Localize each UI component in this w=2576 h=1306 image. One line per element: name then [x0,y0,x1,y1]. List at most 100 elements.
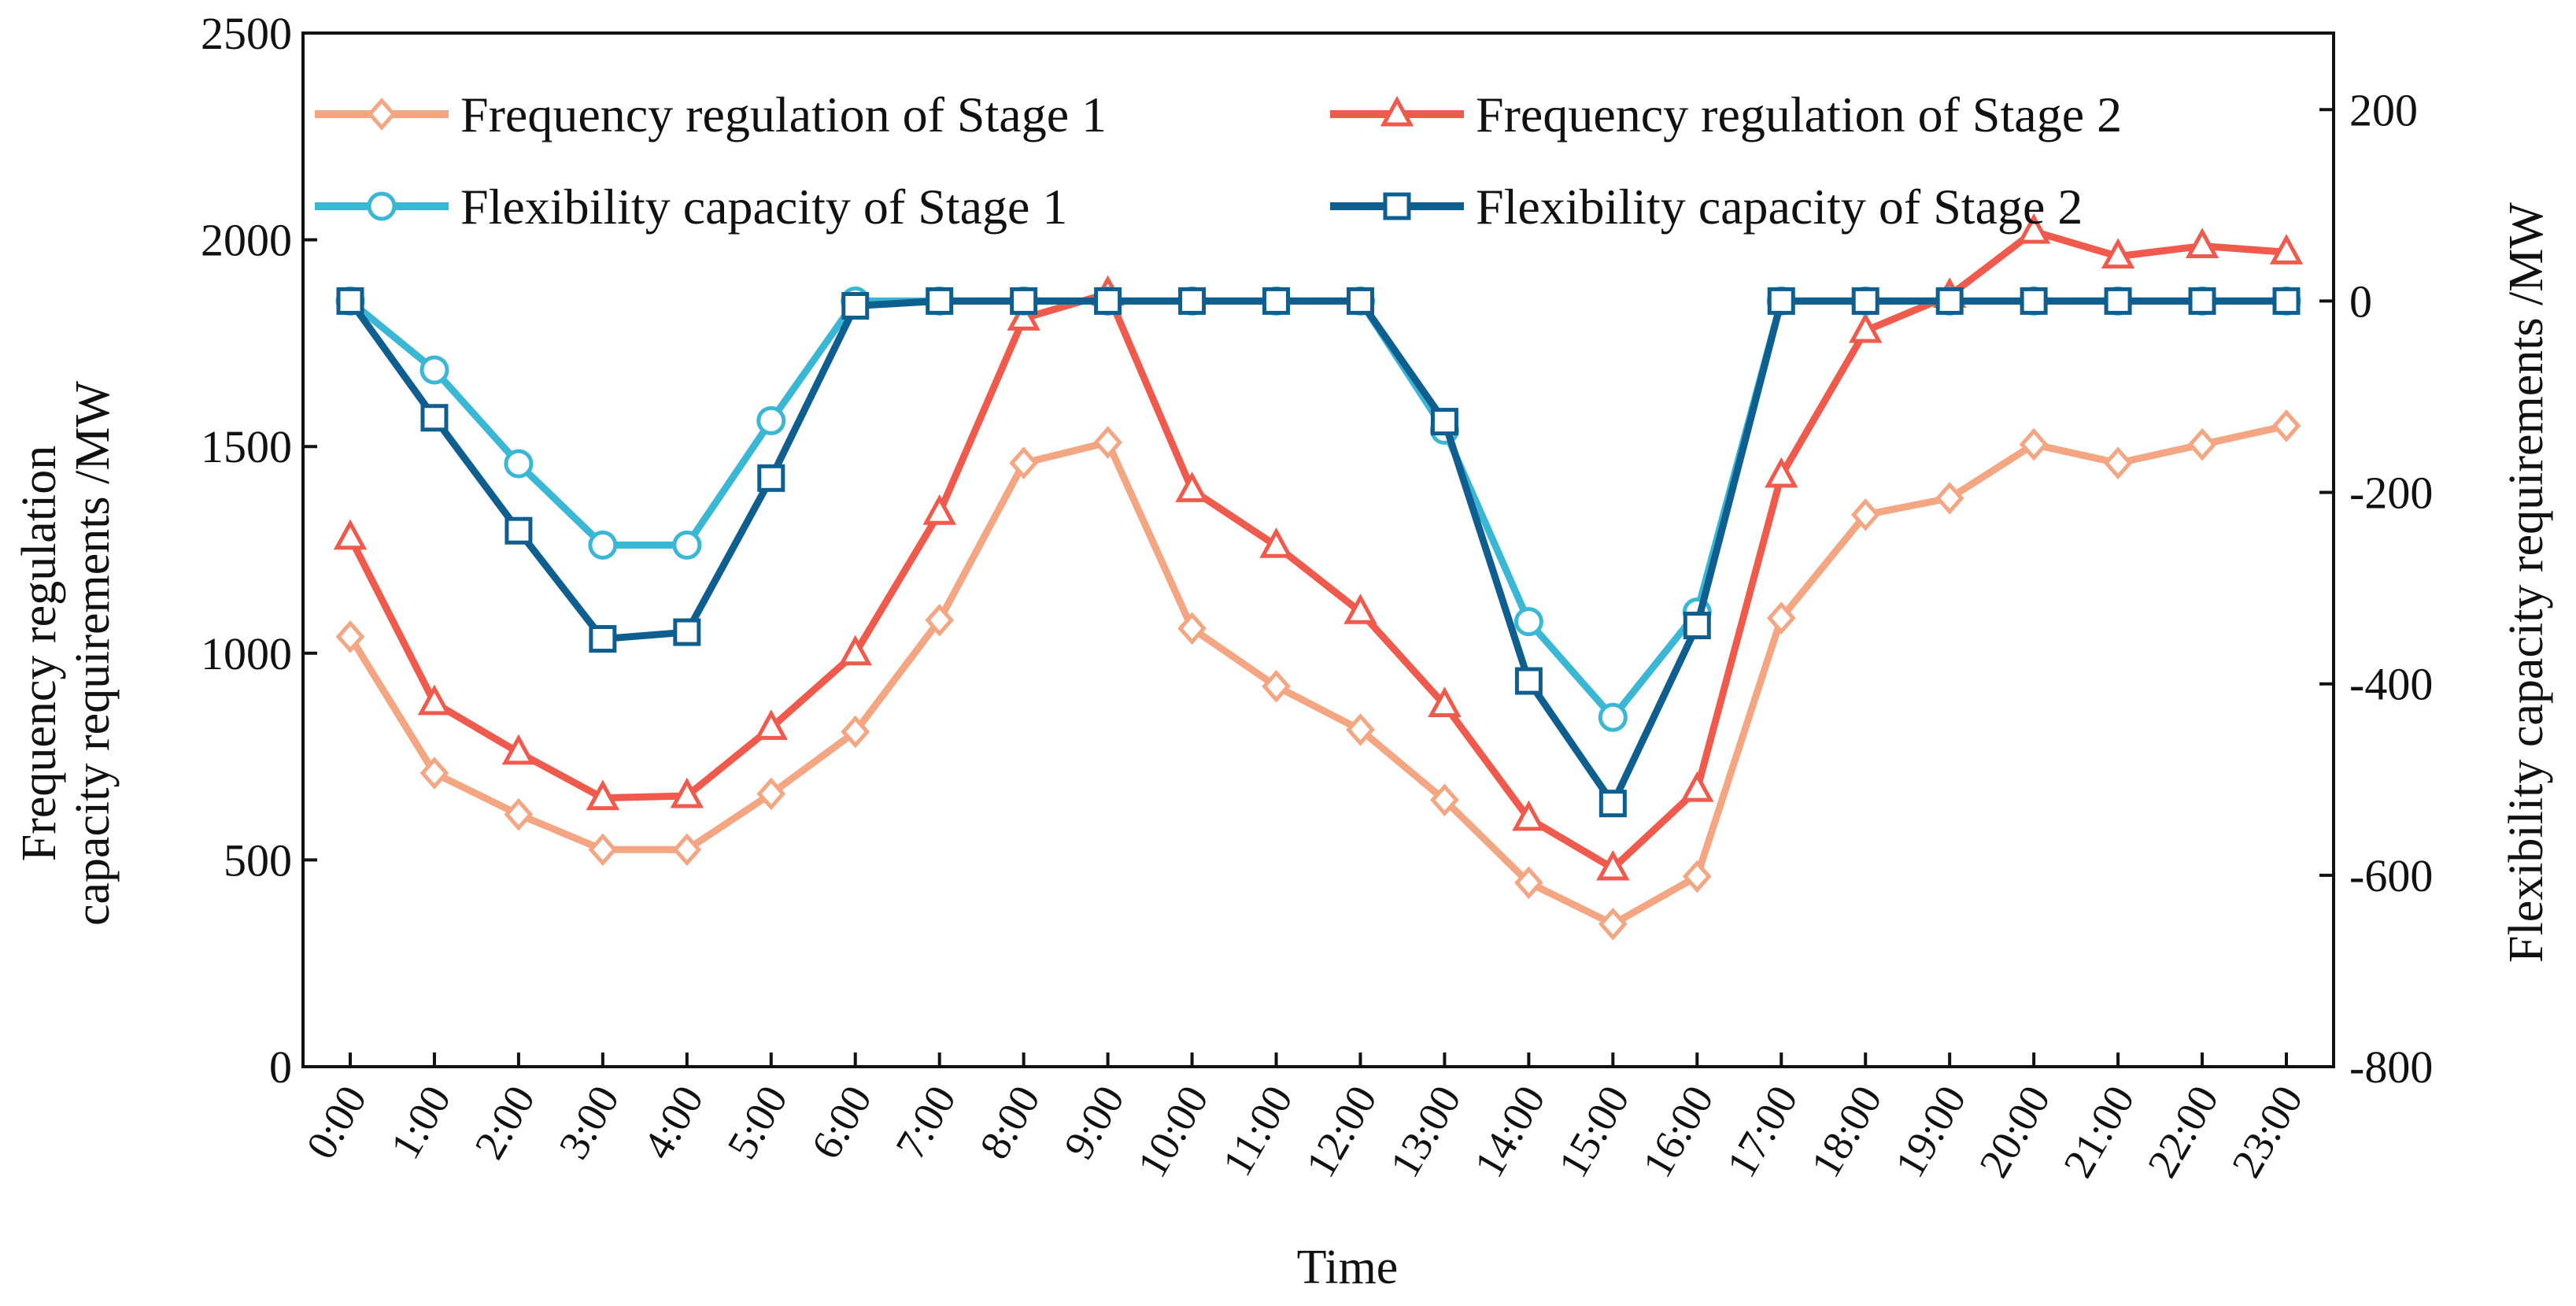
right-axis-title: Flexibility capacity requirements /MW [2500,202,2553,963]
data-point [1346,713,1375,746]
data-point [1682,860,1712,893]
data-point [2269,234,2304,265]
left-tick-label: 1000 [201,628,292,679]
data-point [589,625,617,653]
x-tick-label: 18:00 [1802,1078,1890,1186]
data-point [1343,594,1377,624]
data-point [926,287,954,315]
data-point [1598,702,1628,732]
x-tick-label: 10:00 [1128,1078,1217,1186]
series-line [346,228,2287,872]
right-tick-label: -600 [2349,850,2433,901]
data-point [1851,287,1879,315]
data-point [1848,312,1883,343]
left-axis-title-line-1: Frequency regulation [13,446,66,862]
left-tick-label: 500 [224,834,292,886]
data-point [1259,527,1293,558]
data-point [1935,287,1964,315]
right-tick-label: 0 [2349,276,2372,327]
data-point [754,709,789,740]
data-point [504,516,533,545]
data-point [588,530,618,560]
legend-label: Flexibility capacity of Stage 2 [1476,179,2083,235]
data-point [1512,800,1546,831]
x-tick-label: 17:00 [1717,1078,1806,1186]
data-point [1850,498,1880,531]
data-point [1767,287,1795,315]
left-tick-label: 1500 [201,421,292,472]
x-tick-label: 5:00 [718,1078,796,1167]
data-point [1094,287,1122,315]
x-tick-label: 2:00 [465,1078,544,1167]
data-point [841,291,870,320]
legend-label: Flexibility capacity of Stage 1 [460,179,1067,235]
x-tick-label: 14:00 [1465,1078,1554,1186]
data-point [1428,686,1462,717]
data-point [2187,427,2217,461]
x-tick-label: 19:00 [1886,1078,1975,1186]
data-point [1262,670,1291,703]
x-tick-label: 1:00 [381,1078,460,1167]
legend-swatch-marker [367,191,397,221]
data-point [1177,612,1207,646]
x-tick-label: 21:00 [2054,1078,2143,1186]
data-point [2271,409,2301,442]
legend-label: Frequency regulation of Stage 1 [460,87,1107,142]
data-point [1596,849,1630,881]
data-point [1175,472,1209,502]
data-point [672,833,702,867]
legend-swatch-marker [367,98,397,131]
right-tick-label: -800 [2349,1041,2433,1093]
plot-frame [301,31,2335,1068]
data-point [588,833,618,867]
legend: Frequency regulation of Stage 1 Frequency… [315,87,2122,235]
data-point [1262,287,1291,315]
data-point [1178,287,1207,315]
legend-item-2: Frequency regulation of Stage 2 [1330,87,2122,142]
data-point [1513,607,1543,637]
series-line [348,297,2286,721]
left-tick-label: 2000 [201,215,292,266]
data-point [1598,790,1627,818]
data-point [504,449,534,479]
data-point [672,530,702,560]
data-point [1514,667,1543,695]
left-tick-label: 2500 [201,8,292,59]
data-point [1683,612,1711,640]
right-tick-label: 200 [2349,84,2418,135]
data-point [841,715,870,749]
x-axis-title: Time [1297,1241,1399,1294]
data-point [925,604,955,637]
x-tick-label: 20:00 [1970,1078,2059,1186]
data-point [504,797,534,831]
x-tick-label: 0:00 [297,1078,375,1167]
data-point [2019,427,2049,461]
data-point [1680,771,1714,802]
data-point [586,779,620,811]
legend-swatch-marker [1383,192,1411,220]
data-point [1007,300,1040,331]
data-point [335,620,365,653]
x-tick-label: 9:00 [1055,1078,1133,1167]
x-tick-label: 4:00 [634,1078,712,1167]
x-tick-label: 16:00 [1633,1078,1722,1186]
series-2 [333,213,2304,881]
x-tick-label: 8:00 [970,1078,1049,1167]
data-point [419,355,449,385]
data-point [2104,287,2132,315]
data-point [1766,601,1796,635]
data-point [2016,213,2051,244]
data-point [501,734,536,765]
left-tick-label: 0 [269,1041,292,1093]
data-point [2185,228,2219,258]
data-point [1514,866,1543,900]
data-point [1598,908,1628,941]
data-point [2103,446,2133,479]
series-4 [336,287,2301,818]
x-tick-label: 7:00 [886,1078,965,1167]
data-point [336,287,364,315]
data-point [1010,287,1038,315]
data-point [838,635,872,666]
data-point [1935,482,1964,515]
x-tick-label: 15:00 [1549,1078,1638,1186]
